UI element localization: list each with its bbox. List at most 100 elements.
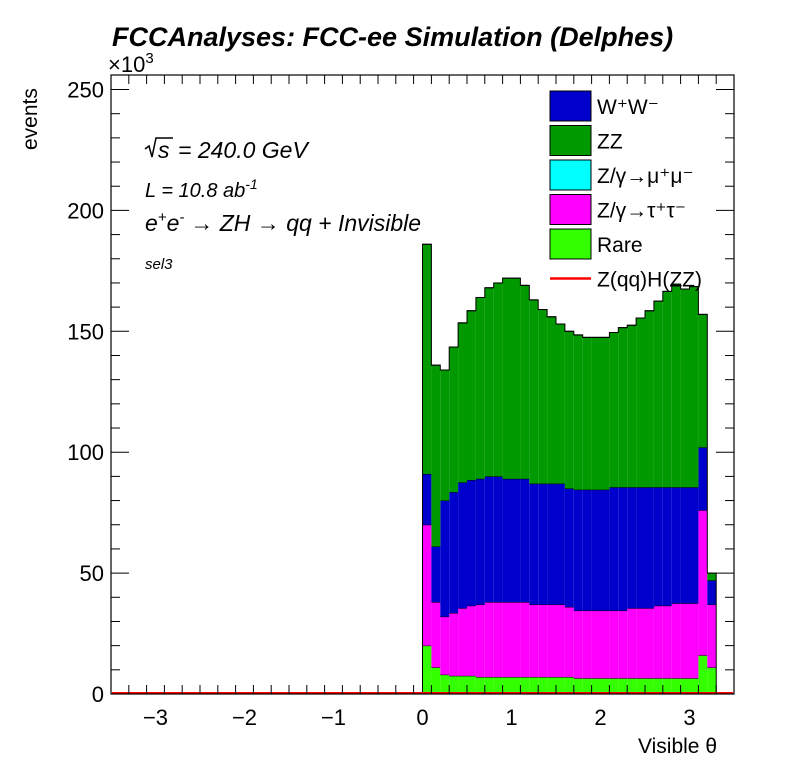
y-tick-label: 150	[67, 319, 104, 344]
bar-z-bin-23	[627, 608, 637, 679]
bar-zz-bin-27	[662, 291, 672, 488]
bar-w-w-bin-10	[511, 478, 521, 603]
bar-z-bin-7	[484, 602, 494, 678]
legend-label-zz: ZZ	[597, 131, 623, 154]
legend-label-z: Z/γ→μ⁺μ⁻	[597, 165, 694, 188]
legend-label-rare: Rare	[597, 234, 643, 257]
bar-zz-bin-14	[547, 316, 556, 484]
bar-z-bin-3	[449, 612, 459, 676]
bar-rare-bin-14	[547, 677, 556, 694]
bar-zz-bin-24	[636, 318, 645, 488]
bar-zz-bin-25	[645, 310, 654, 488]
bar-rare-bin-16	[564, 677, 574, 694]
tick-labels: −3 −2 −1 0 1 2 3 0 50 100 150 200 250	[67, 78, 695, 730]
sqrt-symbol-icon	[144, 137, 173, 158]
bar-zz-bin-10	[511, 278, 521, 479]
legend-swatch-z	[549, 159, 592, 191]
y-tick-label: 0	[92, 682, 104, 707]
bar-z-bin-6	[475, 604, 485, 678]
bar-rare-bin-32	[707, 667, 717, 694]
bar-rare-bin-20	[600, 678, 610, 694]
bar-z-bin-30	[689, 603, 699, 679]
bar-w-w-bin-2	[440, 500, 450, 617]
bar-rare-bin-24	[636, 678, 645, 694]
legend-label-w-w: W⁺W⁻	[597, 96, 659, 119]
bar-zz-bin-3	[449, 347, 459, 493]
bar-w-w-bin-20	[600, 489, 610, 611]
bar-rare-bin-26	[653, 678, 663, 694]
bar-w-w-bin-7	[484, 476, 494, 603]
bar-zz-bin-4	[458, 322, 467, 483]
bar-z-bin-25	[645, 608, 654, 679]
bar-zz-bin-19	[591, 337, 601, 490]
bar-rare-bin-5	[467, 675, 476, 694]
legend-label-z-qq-h-zz: Z(qq)H(ZZ)	[597, 269, 702, 292]
bar-zz-bin-22	[618, 327, 628, 488]
bar-zz-bin-2	[440, 369, 450, 501]
bar-w-w-bin-14	[547, 483, 556, 605]
chart-title: FCCAnalyses: FCC-ee Simulation (Delphes)	[112, 22, 673, 52]
x-tick-label: 0	[416, 705, 428, 730]
x-tick-label: 2	[594, 705, 606, 730]
bar-zz-bin-29	[680, 288, 690, 488]
bar-rare-bin-8	[493, 677, 503, 694]
bar-z-bin-8	[493, 602, 503, 678]
bar-rare-bin-23	[627, 678, 637, 694]
bar-rare-bin-22	[618, 678, 628, 694]
bar-z-bin-2	[440, 616, 450, 675]
bar-w-w-bin-27	[662, 487, 672, 606]
sqrt-s-value: = 240.0 GeV	[178, 137, 310, 163]
bar-rare-bin-29	[680, 678, 690, 694]
bar-w-w-bin-16	[564, 488, 574, 607]
selection-annotation: sel3	[145, 256, 173, 273]
legend-swatch-z	[549, 194, 592, 225]
bar-w-w-bin-11	[520, 478, 530, 603]
bar-zz-bin-7	[484, 287, 494, 477]
bar-w-w-bin-23	[627, 487, 637, 609]
bar-rare-bin-9	[502, 677, 512, 694]
bar-rare-bin-25	[645, 678, 654, 694]
bar-rare-bin-6	[475, 677, 485, 694]
x-tick-label: 3	[683, 705, 695, 730]
bar-zz-bin-5	[467, 310, 476, 481]
legend-swatch-rare	[549, 228, 592, 260]
bar-w-w-bin-17	[573, 489, 583, 611]
bar-zz-bin-23	[627, 325, 637, 488]
bar-w-w-bin-26	[653, 487, 663, 606]
bar-zz-bin-15	[556, 324, 565, 484]
bar-zz-bin-6	[475, 297, 485, 479]
y-tick-label: 50	[80, 561, 104, 586]
y-multiplier-label: ×103	[108, 50, 154, 77]
plot-frame	[110, 74, 735, 695]
legend: W⁺W⁻ ZZ Z/γ→μ⁺μ⁻ Z/γ→τ⁺τ⁻ Rare Z(qq)H(ZZ)	[549, 90, 702, 292]
annotation-block: s = 240.0 GeV L = 10.8 ab-1 e+e- → ZH → q…	[144, 137, 421, 273]
bar-rare-bin-30	[689, 678, 699, 694]
bar-w-w-bin-22	[618, 487, 628, 611]
bar-zz-bin-12	[529, 299, 539, 484]
bar-rare-bin-12	[529, 677, 539, 694]
bar-z-bin-20	[600, 610, 610, 679]
bar-rare-bin-11	[520, 677, 530, 694]
bar-rare-bin-15	[556, 677, 565, 694]
bar-zz-bin-30	[689, 286, 699, 488]
bar-rare-bin-7	[484, 677, 494, 694]
bar-z-bin-10	[511, 602, 521, 678]
bar-zz-bin-31	[698, 314, 708, 448]
bar-w-w-bin-6	[475, 478, 485, 605]
bar-rare-bin-31	[698, 655, 708, 694]
bar-rare-bin-17	[573, 678, 583, 694]
bar-z-bin-14	[547, 604, 556, 678]
bar-rare-bin-13	[538, 677, 548, 694]
bar-z-bin-32	[707, 604, 717, 668]
bar-zz-bin-11	[520, 285, 530, 479]
bar-w-w-bin-25	[645, 487, 654, 609]
bar-w-w-bin-12	[529, 483, 539, 605]
bar-zz-bin-16	[564, 331, 574, 489]
bar-z-bin-19	[591, 610, 601, 679]
bar-w-w-bin-5	[467, 480, 476, 606]
bar-z-bin-21	[609, 610, 619, 679]
bar-zz-bin-1	[431, 365, 441, 547]
bar-rare-bin-3	[449, 675, 459, 694]
bar-w-w-bin-1	[431, 546, 441, 603]
